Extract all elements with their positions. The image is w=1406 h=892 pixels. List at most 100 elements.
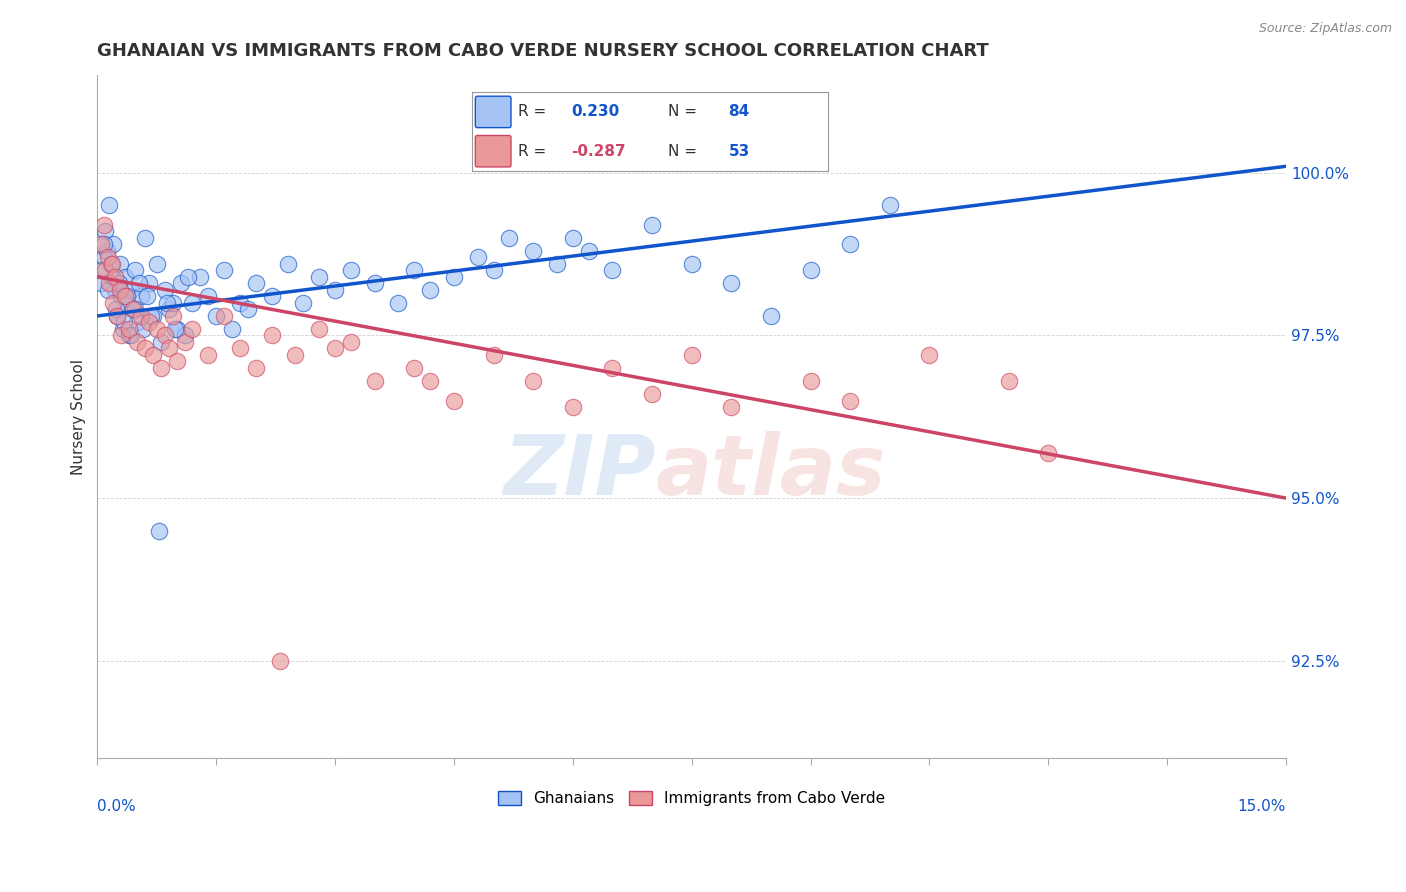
Point	[114, 289, 136, 303]
Point	[308, 322, 330, 336]
Point	[387, 296, 409, 310]
Point	[122, 302, 145, 317]
Point	[205, 309, 228, 323]
Point	[641, 218, 664, 232]
Point	[149, 334, 172, 349]
Point	[212, 309, 235, 323]
Point	[177, 269, 200, 284]
Point	[561, 231, 583, 245]
Point	[163, 322, 186, 336]
Point	[419, 283, 441, 297]
Point	[166, 354, 188, 368]
Point	[799, 374, 821, 388]
Point	[190, 269, 212, 284]
Point	[93, 218, 115, 232]
Point	[839, 237, 862, 252]
Point	[93, 237, 115, 252]
Point	[720, 400, 742, 414]
Point	[522, 244, 544, 258]
Y-axis label: Nursery School: Nursery School	[72, 359, 86, 475]
Text: Source: ZipAtlas.com: Source: ZipAtlas.com	[1258, 22, 1392, 36]
Point	[260, 289, 283, 303]
Point	[122, 302, 145, 317]
Point	[181, 296, 204, 310]
Point	[125, 334, 148, 349]
Text: atlas: atlas	[657, 431, 887, 512]
Point	[105, 309, 128, 323]
Point	[181, 322, 204, 336]
Point	[918, 348, 941, 362]
Point	[443, 269, 465, 284]
Point	[148, 524, 170, 538]
Point	[129, 309, 152, 323]
Point	[157, 302, 180, 317]
Point	[602, 263, 624, 277]
Point	[879, 198, 901, 212]
Point	[120, 328, 142, 343]
Point	[110, 289, 132, 303]
Point	[277, 257, 299, 271]
Point	[169, 277, 191, 291]
Point	[149, 361, 172, 376]
Point	[162, 296, 184, 310]
Point	[98, 198, 121, 212]
Point	[443, 393, 465, 408]
Point	[197, 289, 219, 303]
Point	[142, 309, 165, 323]
Point	[108, 283, 131, 297]
Point	[681, 257, 703, 271]
Point	[114, 269, 136, 284]
Point	[156, 296, 179, 310]
Point	[93, 251, 115, 265]
Text: ZIP: ZIP	[503, 431, 657, 512]
Point	[404, 263, 426, 277]
Point	[100, 257, 122, 271]
Point	[120, 283, 142, 297]
Point	[561, 400, 583, 414]
Text: 0.0%: 0.0%	[97, 799, 136, 814]
Point	[173, 328, 195, 343]
Point	[759, 309, 782, 323]
Point	[115, 289, 138, 303]
Point	[162, 309, 184, 323]
Point	[96, 244, 118, 258]
Point	[323, 283, 346, 297]
Point	[166, 322, 188, 336]
Point	[363, 277, 385, 291]
Point	[1038, 445, 1060, 459]
Point	[419, 374, 441, 388]
Point	[221, 322, 243, 336]
Point	[105, 309, 128, 323]
Point	[118, 328, 141, 343]
Point	[245, 361, 267, 376]
Point	[146, 257, 169, 271]
Point	[236, 302, 259, 317]
Point	[498, 231, 520, 245]
Point	[104, 302, 127, 317]
Point	[522, 374, 544, 388]
Point	[340, 263, 363, 277]
Point	[129, 289, 152, 303]
Point	[404, 361, 426, 376]
Point	[245, 277, 267, 291]
Point	[125, 315, 148, 329]
Point	[153, 283, 176, 297]
Point	[103, 237, 125, 252]
Point	[229, 296, 252, 310]
Point	[269, 654, 291, 668]
Legend: Ghanaians, Immigrants from Cabo Verde: Ghanaians, Immigrants from Cabo Verde	[492, 784, 891, 813]
Point	[467, 251, 489, 265]
Point	[308, 269, 330, 284]
Point	[111, 322, 134, 336]
Point	[997, 374, 1019, 388]
Point	[260, 328, 283, 343]
Point	[482, 348, 505, 362]
Point	[117, 296, 139, 310]
Point	[90, 237, 112, 252]
Point	[197, 348, 219, 362]
Point	[229, 342, 252, 356]
Point	[173, 334, 195, 349]
Point	[146, 322, 169, 336]
Point	[157, 342, 180, 356]
Point	[104, 283, 127, 297]
